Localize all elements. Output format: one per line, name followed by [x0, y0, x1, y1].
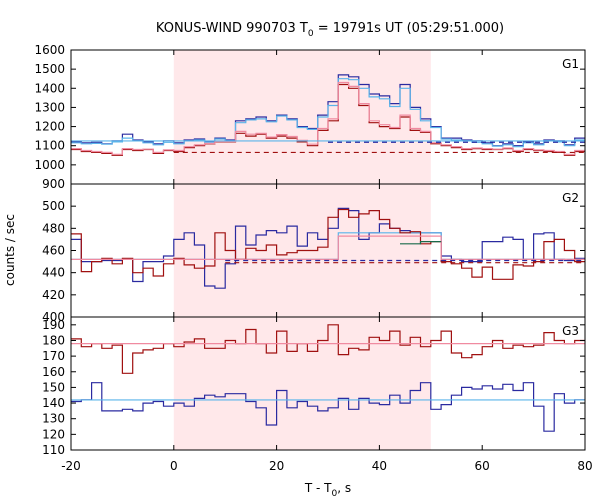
y-tick-label: 150	[42, 380, 65, 394]
panel-g1-series-3	[71, 81, 585, 155]
panel-g2-series-4	[400, 241, 442, 245]
y-tick-label: 110	[42, 443, 65, 457]
x-tick-label: 80	[577, 459, 592, 473]
y-tick-label: 140	[42, 396, 65, 410]
panel-g3-frame	[70, 316, 586, 451]
x-tick-label: 20	[269, 459, 284, 473]
y-tick-label: 420	[42, 288, 65, 302]
panel-g3-series-0	[71, 324, 585, 374]
y-tick-label: 1000	[34, 158, 65, 172]
y-tick-label: 900	[42, 177, 65, 191]
x-axis-title: T - T0, s	[304, 481, 351, 499]
panel-label: G2	[562, 191, 579, 205]
x-tick-label: 0	[170, 459, 178, 473]
y-tick-label: 1600	[34, 43, 65, 57]
panel-g1-series-1	[71, 78, 585, 148]
y-tick-label: 1400	[34, 81, 65, 95]
panel-label: G1	[562, 57, 579, 71]
y-tick-label: 130	[42, 412, 65, 426]
y-tick-label: 440	[42, 266, 65, 280]
panel-label: G3	[562, 324, 579, 338]
x-tick-label: 60	[475, 459, 490, 473]
y-tick-label: 120	[42, 427, 65, 441]
y-axis-title: counts / sec	[3, 214, 17, 286]
x-tick-label: 40	[372, 459, 387, 473]
y-tick-label: 400	[42, 310, 65, 324]
chart-title: KONUS-WIND 990703 T0 = 19791s UT (05:29:…	[156, 21, 504, 39]
y-tick-label: 1500	[34, 62, 65, 76]
y-tick-label: 1200	[34, 120, 65, 134]
x-tick-label: -20	[61, 459, 81, 473]
y-tick-label: 480	[42, 221, 65, 235]
y-tick-label: 1300	[34, 100, 65, 114]
y-tick-label: 160	[42, 365, 65, 379]
y-tick-label: 500	[42, 199, 65, 213]
panel-g2-series-2	[71, 208, 585, 280]
y-tick-label: 180	[42, 333, 65, 347]
y-tick-label: 1100	[34, 139, 65, 153]
panel-g3-series-2	[71, 382, 585, 432]
plot-area: 9001000110012001300140015001600G14004204…	[34, 43, 592, 473]
y-tick-label: 460	[42, 244, 65, 258]
panel-g2-series-3	[71, 235, 585, 260]
y-tick-label: 190	[42, 318, 65, 332]
y-tick-label: 170	[42, 349, 65, 363]
